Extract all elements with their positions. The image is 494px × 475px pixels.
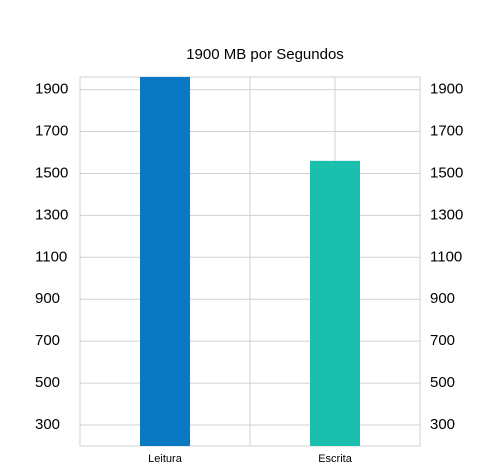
y-tick-label: 300	[35, 416, 60, 433]
y2-tick-label: 700	[430, 332, 455, 349]
x-tick-label: Escrita	[318, 453, 353, 465]
y-tick-label: 500	[35, 374, 60, 391]
y-tick-label: 1100	[35, 248, 67, 265]
y-tick-label: 1700	[35, 122, 68, 139]
bar	[310, 160, 360, 446]
y2-tick-label: 1500	[430, 164, 463, 181]
y-tick-label: 900	[35, 290, 60, 307]
y2-tick-label: 1100	[430, 248, 462, 265]
y2-tick-label: 500	[430, 374, 455, 391]
y2-tick-label: 900	[430, 290, 455, 307]
x-tick-label: Leitura	[148, 453, 183, 465]
y2-tick-label: 300	[430, 416, 455, 433]
y-tick-label: 1500	[35, 164, 68, 181]
y-tick-label: 1300	[35, 206, 68, 223]
bar	[140, 77, 190, 446]
y2-tick-label: 1300	[430, 206, 463, 223]
y-tick-label: 1900	[35, 81, 68, 98]
y2-tick-label: 1900	[430, 81, 463, 98]
chart-title: 1900 MB por Segundos	[186, 46, 344, 63]
y2-tick-label: 1700	[430, 122, 463, 139]
y-tick-label: 700	[35, 332, 60, 349]
